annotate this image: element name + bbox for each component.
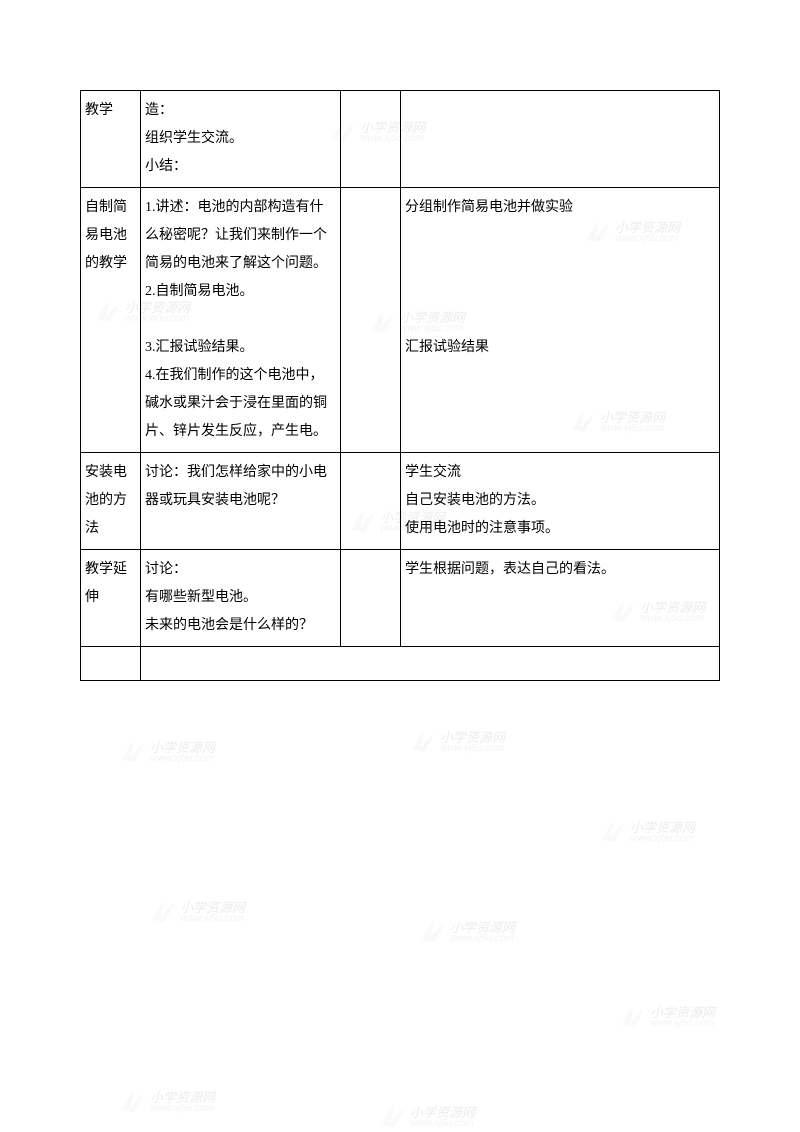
cell-blank [341, 91, 401, 188]
cell-footer [81, 647, 141, 681]
table-body: 教学 造：组织学生交流。小结： 自制简易电池的教学 1.讲述：电池的内部构造有什… [81, 91, 720, 681]
lesson-table: 教学 造：组织学生交流。小结： 自制简易电池的教学 1.讲述：电池的内部构造有什… [80, 90, 720, 681]
cell-student: 学生根据问题，表达自己的看法。 [401, 550, 720, 647]
table-row: 自制简易电池的教学 1.讲述：电池的内部构造有什么秘密呢？让我们来制作一个简易的… [81, 188, 720, 453]
watermark: 小学资源网 www.xj5u.com [420, 920, 515, 944]
cell-teacher: 1.讲述：电池的内部构造有什么秘密呢？让我们来制作一个简易的电池来了解这个问题。… [141, 188, 341, 453]
watermark: 小学资源网 www.xj5u.com [600, 820, 695, 844]
cell-topic: 安装电池的方法 [81, 453, 141, 550]
cell-blank [341, 550, 401, 647]
watermark: 小学资源网 www.xj5u.com [410, 730, 505, 754]
table-row: 教学延伸 讨论：有哪些新型电池。未来的电池会是什么样的？ 学生根据问题，表达自己… [81, 550, 720, 647]
cell-topic: 自制简易电池的教学 [81, 188, 141, 453]
cell-student [401, 91, 720, 188]
cell-blank [341, 188, 401, 453]
watermark: 小学资源网 www.xj5u.com [380, 1105, 475, 1129]
watermark: 小学资源网 www.xj5u.com [120, 740, 215, 764]
table-row: 安装电池的方法 讨论：我们怎样给家中的小电器或玩具安装电池呢？ 学生交流自己安装… [81, 453, 720, 550]
table-row: 教学 造：组织学生交流。小结： [81, 91, 720, 188]
table-row-footer [81, 647, 720, 681]
cell-footer [141, 647, 720, 681]
cell-student: 分组制作简易电池并做实验汇报试验结果 [401, 188, 720, 453]
cell-topic: 教学延伸 [81, 550, 141, 647]
watermark: 小学资源网 www.xj5u.com [120, 1090, 215, 1114]
cell-teacher: 造：组织学生交流。小结： [141, 91, 341, 188]
watermark: 小学资源网 www.xj5u.com [620, 1005, 715, 1029]
cell-blank [341, 453, 401, 550]
cell-topic: 教学 [81, 91, 141, 188]
cell-student: 学生交流自己安装电池的方法。使用电池时的注意事项。 [401, 453, 720, 550]
cell-teacher: 讨论：有哪些新型电池。未来的电池会是什么样的？ [141, 550, 341, 647]
cell-teacher: 讨论：我们怎样给家中的小电器或玩具安装电池呢？ [141, 453, 341, 550]
watermark: 小学资源网 www.xj5u.com [150, 900, 245, 924]
page-container: 教学 造：组织学生交流。小结： 自制简易电池的教学 1.讲述：电池的内部构造有什… [0, 0, 800, 681]
